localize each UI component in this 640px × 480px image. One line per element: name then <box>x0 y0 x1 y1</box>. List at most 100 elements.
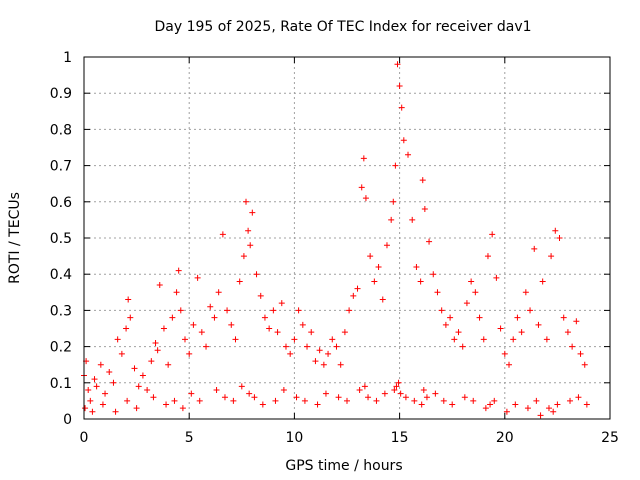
data-point <box>493 274 500 281</box>
data-point <box>224 307 231 314</box>
data-point <box>207 303 214 310</box>
data-point <box>531 245 538 252</box>
data-point <box>110 379 117 386</box>
data-point <box>556 235 563 241</box>
data-point <box>124 397 131 404</box>
data-point <box>350 292 357 299</box>
data-point <box>301 397 308 404</box>
data-point <box>169 314 176 321</box>
data-point <box>388 216 395 223</box>
y-tick-labels: 0 0.1 0.2 0.3 0.4 0.5 0.6 0.7 0.8 0.9 1 <box>50 50 72 428</box>
data-point <box>249 209 256 216</box>
data-point <box>451 336 458 343</box>
data-point <box>245 227 252 234</box>
data-point <box>360 155 367 162</box>
data-point <box>476 314 483 321</box>
data-point <box>82 405 89 412</box>
data-point <box>320 361 327 368</box>
data-point <box>337 361 344 368</box>
data-point <box>203 343 210 350</box>
data-point <box>396 82 403 89</box>
data-point <box>156 282 163 289</box>
data-point <box>165 361 172 368</box>
data-point <box>438 307 445 314</box>
data-point <box>501 350 508 357</box>
data-point <box>139 372 146 379</box>
data-point <box>432 390 439 397</box>
data-point <box>171 397 178 404</box>
data-point <box>391 387 398 394</box>
data-point <box>247 242 254 249</box>
x-tick-label: 0 <box>80 430 89 446</box>
data-point <box>91 376 98 383</box>
data-point <box>567 397 574 404</box>
data-point <box>181 336 188 343</box>
y-axis-label: ROTI / TECUs <box>7 192 23 284</box>
data-point <box>491 397 498 404</box>
data-point <box>341 329 348 336</box>
plot-frame <box>83 56 611 420</box>
data-point <box>480 336 487 343</box>
y-tick-label: 0.5 <box>50 231 72 247</box>
data-point <box>253 271 260 278</box>
x-tick-label: 10 <box>285 430 303 446</box>
data-point <box>135 383 142 390</box>
y-tick-label: 0.2 <box>50 340 72 356</box>
data-point <box>102 390 109 397</box>
data-point <box>304 343 311 350</box>
data-point <box>539 278 546 285</box>
data-point <box>179 405 186 412</box>
data-point <box>228 321 235 328</box>
data-point <box>373 397 380 404</box>
data-point <box>583 401 590 408</box>
data-point <box>272 397 279 404</box>
data-point <box>177 307 184 314</box>
data-point <box>282 343 289 350</box>
data-point <box>280 387 287 394</box>
data-point <box>564 329 571 336</box>
data-point <box>150 394 157 401</box>
y-tick-label: 0 <box>63 412 72 428</box>
data-point <box>89 408 96 415</box>
data-point <box>455 329 462 336</box>
data-point <box>99 401 106 408</box>
data-point <box>461 394 468 401</box>
data-point <box>514 314 521 321</box>
data-point <box>106 368 113 375</box>
data-point <box>112 408 119 415</box>
x-tick-label: 20 <box>496 430 514 446</box>
y-tick-label: 1 <box>63 50 72 66</box>
chart-title: Day 195 of 2025, Rate Of TEC Index for r… <box>154 19 531 35</box>
y-tick-label: 0.4 <box>50 267 72 283</box>
data-point <box>472 289 479 296</box>
data-point <box>371 278 378 285</box>
data-point <box>489 231 496 238</box>
data-point <box>175 267 182 274</box>
data-point <box>470 397 477 404</box>
data-point <box>419 177 426 184</box>
data-point <box>375 263 382 270</box>
data-point <box>316 347 323 354</box>
data-point <box>312 358 319 365</box>
data-point <box>411 397 418 404</box>
data-point <box>125 296 132 303</box>
data-point <box>506 361 513 368</box>
data-point <box>418 401 425 408</box>
data-point <box>325 350 332 357</box>
data-point <box>93 383 100 390</box>
data-point <box>393 383 400 390</box>
data-point <box>293 394 300 401</box>
data-point <box>421 206 428 213</box>
data-point <box>344 397 350 404</box>
data-point <box>127 314 134 321</box>
tick-layer <box>83 56 611 420</box>
data-point <box>257 292 264 299</box>
data-point <box>449 401 456 408</box>
data-point <box>114 336 121 343</box>
data-point <box>163 401 170 408</box>
data-point <box>236 278 243 285</box>
data-points <box>81 61 590 419</box>
data-point <box>390 198 397 205</box>
data-point <box>87 397 94 404</box>
